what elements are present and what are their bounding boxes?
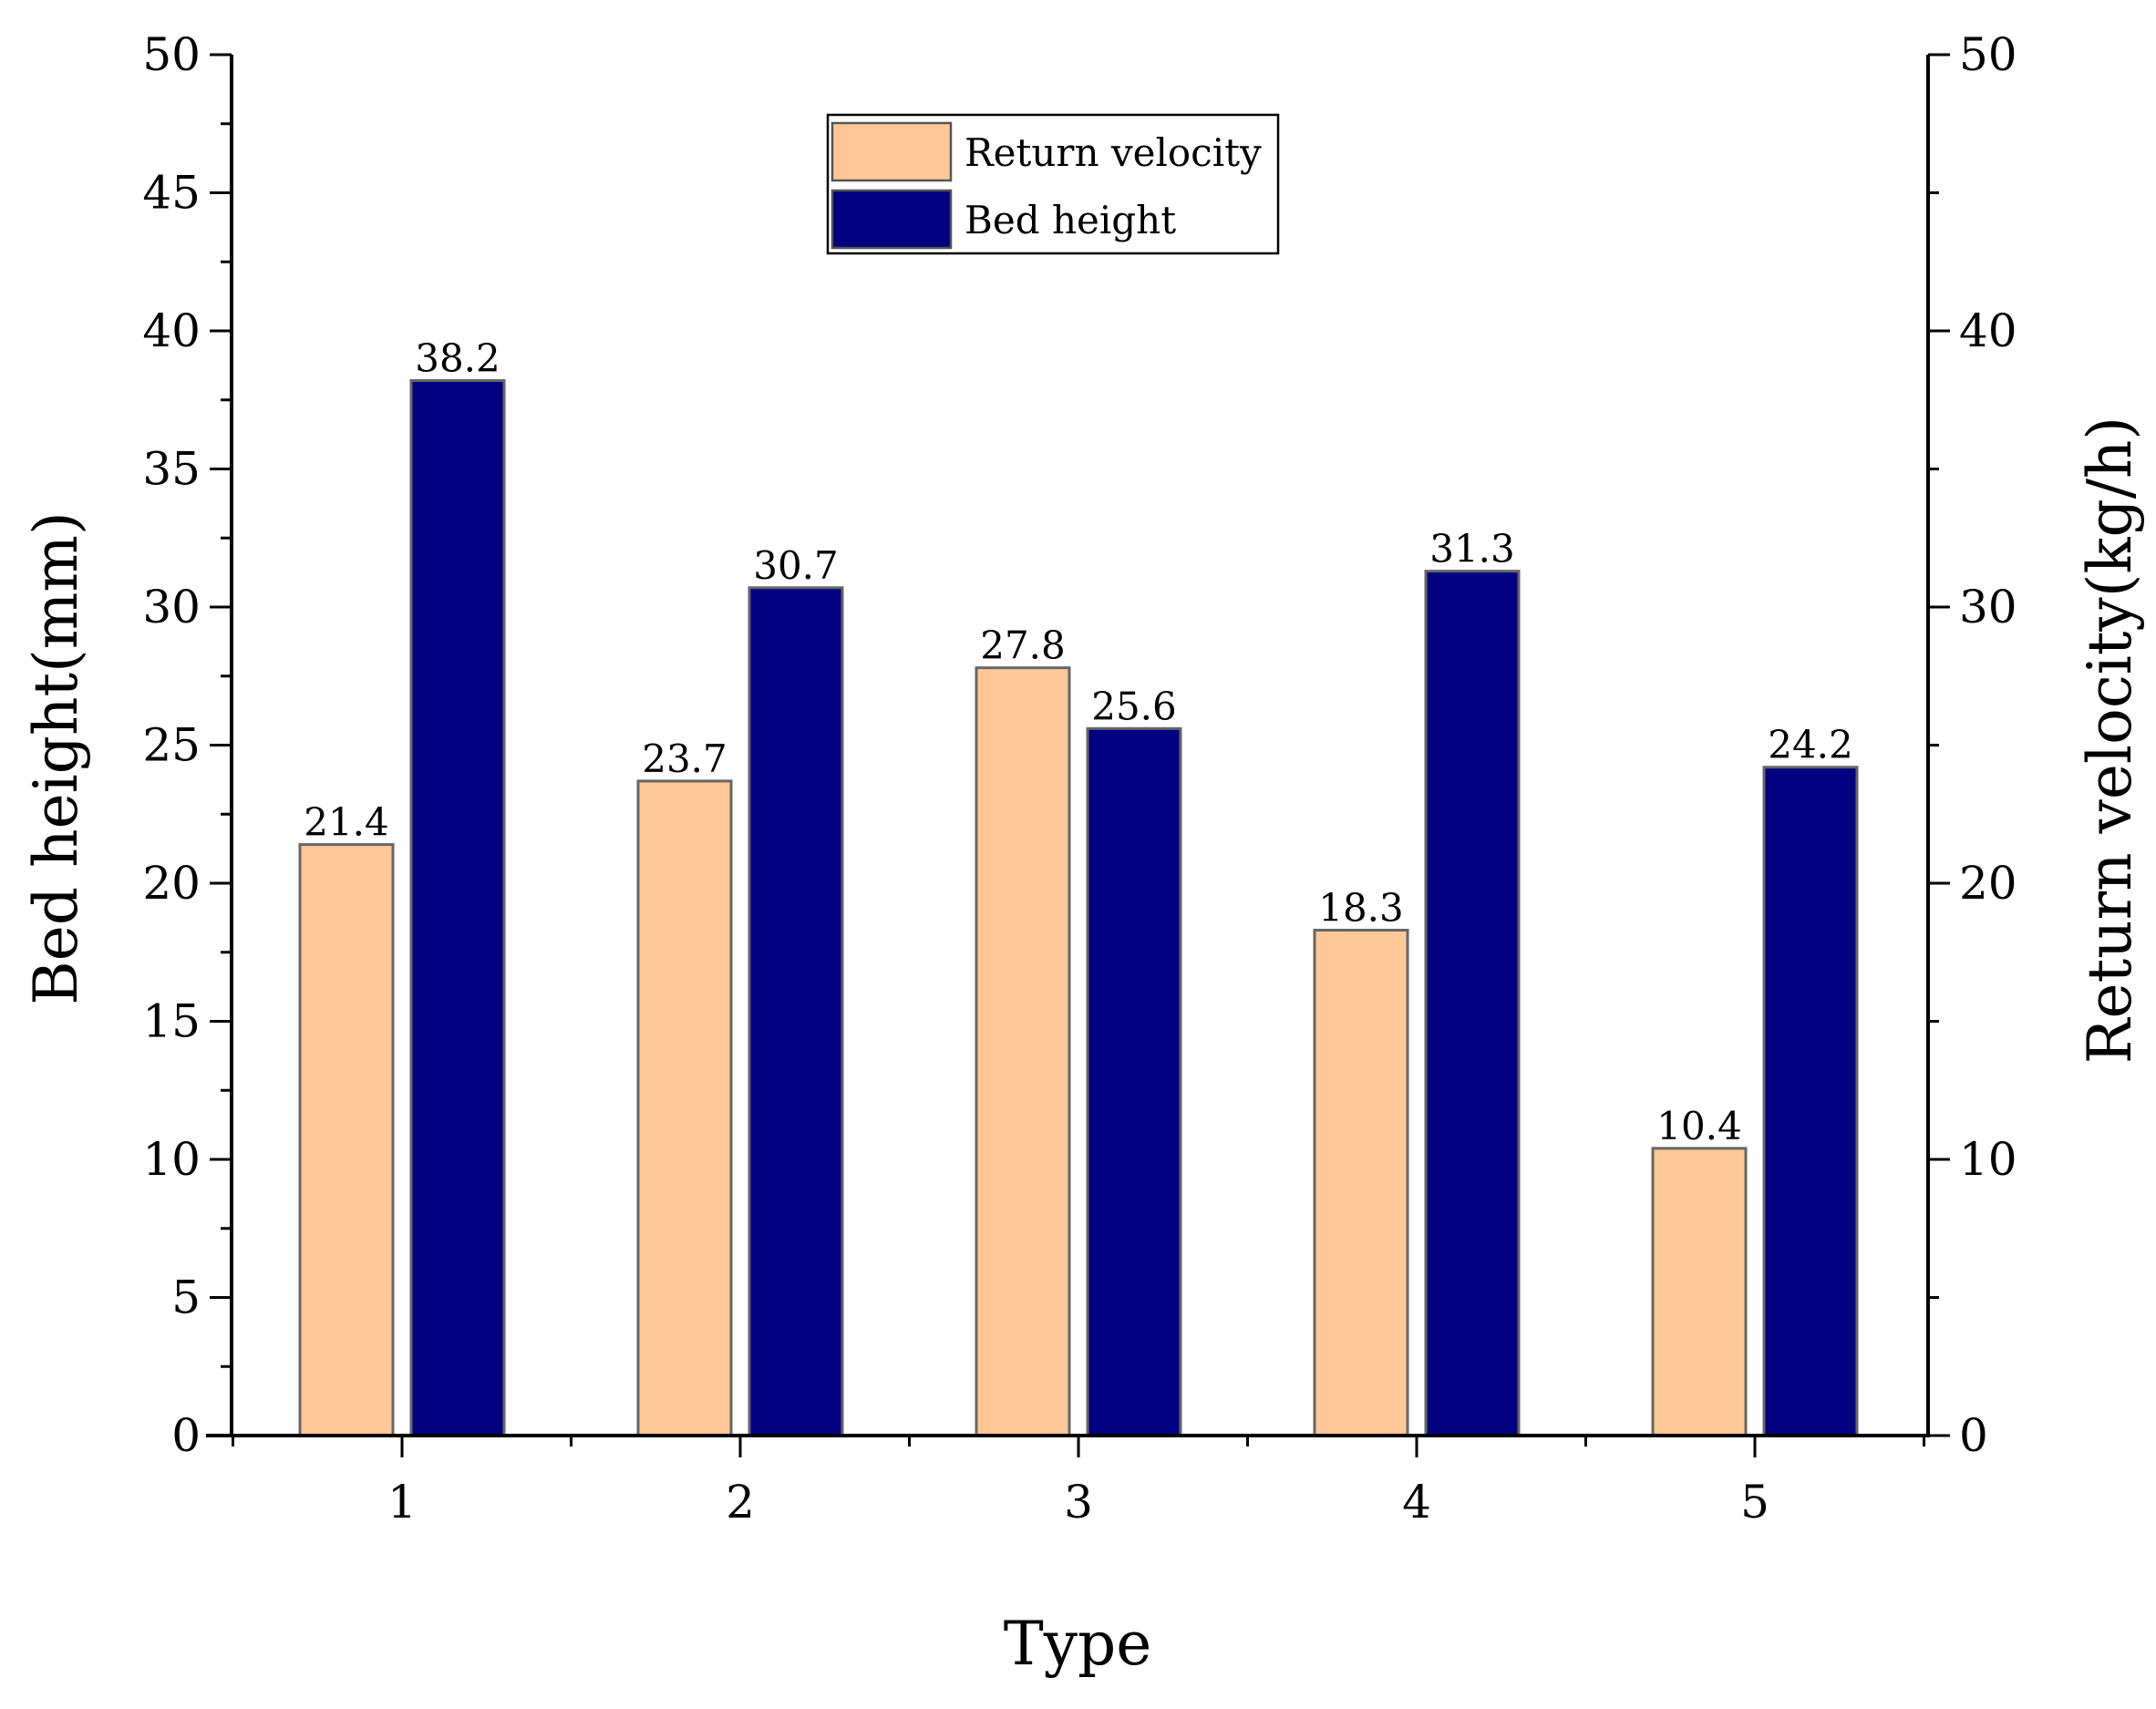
bar-bed-height-2	[748, 586, 844, 1437]
y2-tick-label: 10	[1959, 1133, 2017, 1186]
y2-tick-label: 40	[1959, 304, 2017, 357]
y-tick-label: 30	[142, 581, 201, 633]
y-tick-label: 10	[142, 1133, 201, 1186]
y2-tick-label: 20	[1959, 857, 2017, 910]
legend-swatch-return-velocity	[830, 121, 953, 182]
y-axis-title: Bed height(mm)	[21, 511, 91, 1004]
y2-tick-label: 0	[1959, 1409, 1988, 1462]
bar-bed-height-4	[1424, 570, 1521, 1437]
x-tick-label: 5	[1740, 1476, 1769, 1529]
data-label-return-velocity-2: 23.7	[642, 736, 727, 781]
data-label-return-velocity-1: 21.4	[304, 800, 389, 845]
legend-label-bed-height: Bed height	[965, 198, 1176, 242]
data-label-bed-height-1: 38.2	[415, 336, 500, 381]
x-tick-label: 1	[387, 1476, 417, 1529]
y-tick-label: 40	[142, 304, 201, 357]
bar-return-velocity-3	[975, 666, 1071, 1437]
bar-bed-height-1	[409, 379, 506, 1437]
y-tick-label: 35	[142, 443, 201, 496]
data-label-bed-height-5: 24.2	[1768, 723, 1853, 767]
legend-swatch-bed-height	[830, 189, 953, 250]
bars	[298, 379, 1859, 1437]
data-label-return-velocity-5: 10.4	[1656, 1104, 1742, 1148]
bar-return-velocity-1	[298, 843, 395, 1437]
y-tick-label: 15	[142, 995, 201, 1048]
y2-axis-title: Return velocity(kg/h)	[2075, 417, 2145, 1064]
y2-tick-label: 50	[1959, 28, 2017, 81]
x-axis-title: Type	[1004, 1609, 1152, 1679]
data-label-return-velocity-3: 27.8	[980, 623, 1066, 668]
x-tick-label: 3	[1064, 1476, 1093, 1529]
y-tick-label: 25	[142, 719, 201, 772]
legend: Return velocity Bed height	[826, 113, 1280, 255]
bar-bed-height-3	[1086, 726, 1182, 1437]
data-label-bed-height-2: 30.7	[753, 543, 839, 588]
x-tick-label: 4	[1402, 1476, 1431, 1529]
bar-labels: 21.4 23.7 27.8 18.3 10.4 38.2 30.7 25.6 31.3 24.2	[304, 336, 1853, 1148]
y2-tick-label: 30	[1959, 581, 2017, 633]
x-tick-label: 2	[726, 1476, 755, 1529]
y-tick-label: 20	[142, 857, 201, 910]
y-tick-label: 5	[171, 1271, 201, 1324]
data-label-bed-height-3: 25.6	[1091, 684, 1177, 728]
legend-label-return-velocity: Return velocity	[965, 130, 1262, 175]
bar-return-velocity-2	[636, 779, 733, 1437]
y-tick-label: 45	[142, 167, 201, 220]
y-tick-label: 50	[142, 28, 201, 81]
y-tick-label: 0	[171, 1409, 201, 1462]
data-label-bed-height-4: 31.3	[1429, 527, 1515, 571]
bar-return-velocity-5	[1651, 1147, 1748, 1437]
data-label-return-velocity-4: 18.3	[1318, 886, 1404, 931]
bar-return-velocity-4	[1313, 929, 1409, 1437]
bar-bed-height-5	[1762, 766, 1859, 1437]
